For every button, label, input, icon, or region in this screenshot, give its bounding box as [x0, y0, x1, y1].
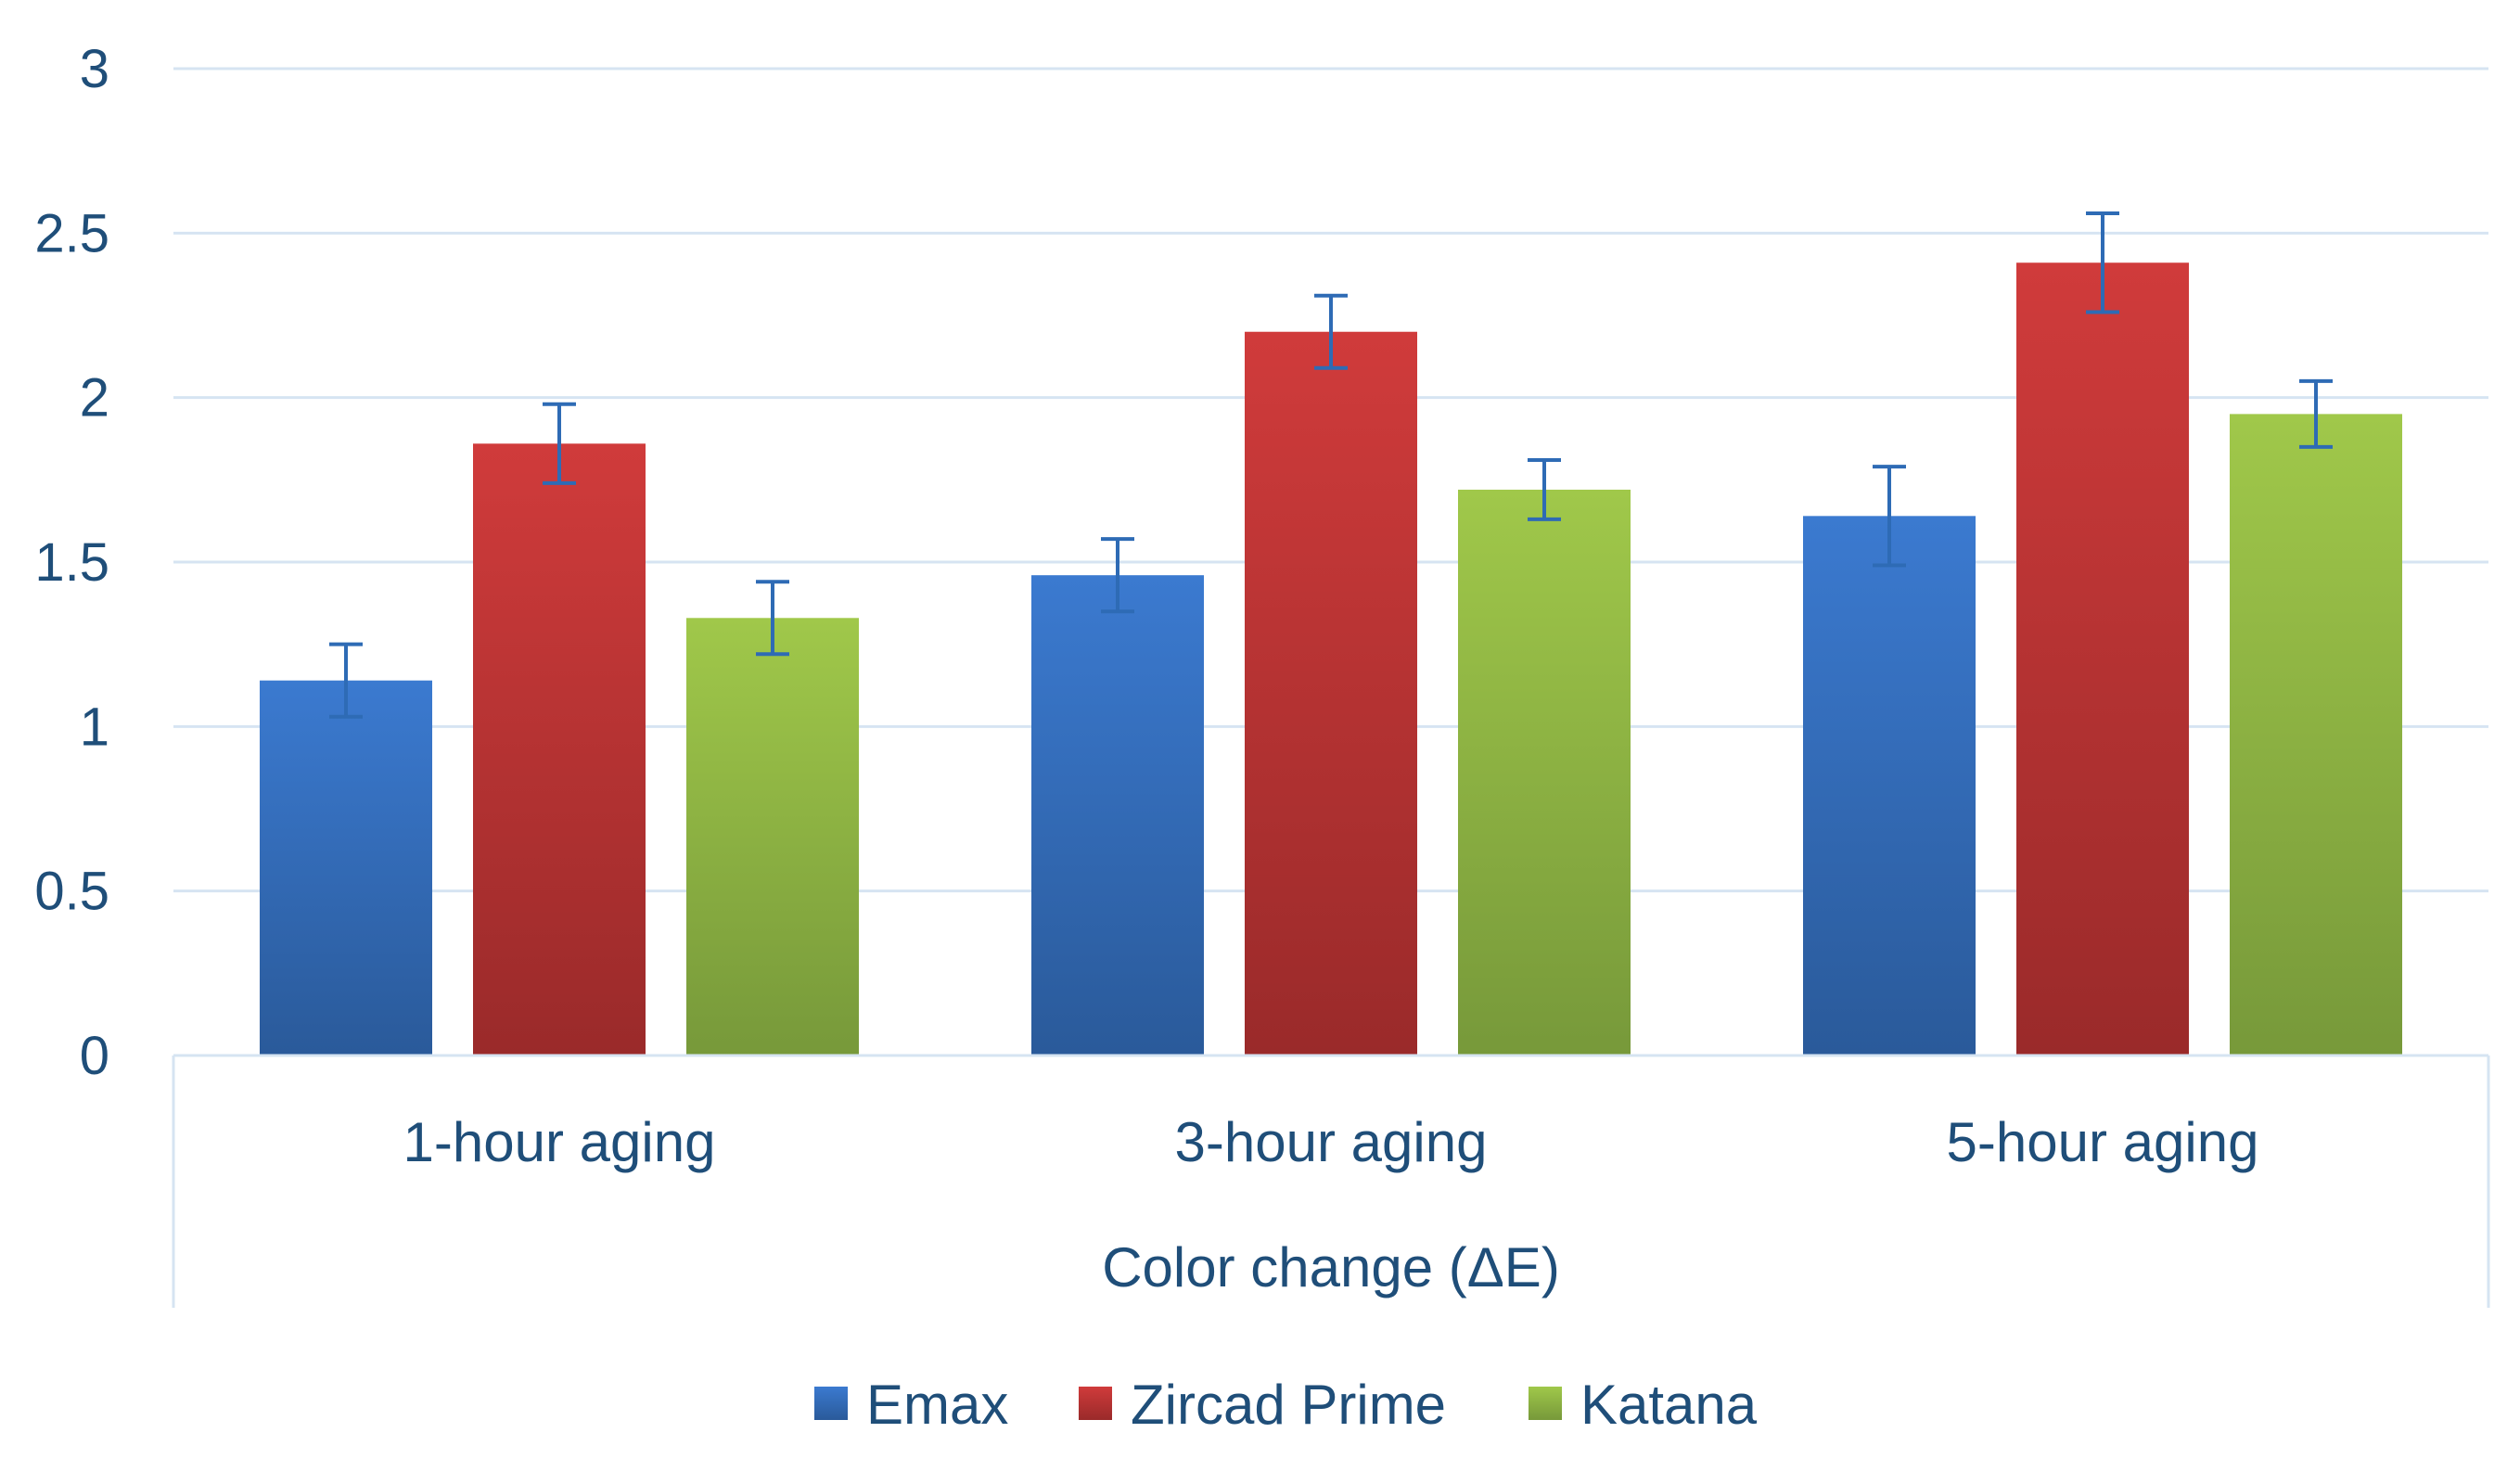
- y-tick-label: 0: [80, 1026, 109, 1086]
- x-axis-title: Color change (ΔE): [1102, 1236, 1560, 1298]
- bar-emax: [260, 680, 432, 1055]
- error-bar: [2086, 211, 2119, 314]
- y-tick-label: 0.5: [34, 862, 109, 922]
- category-label: 1-hour aging: [403, 1111, 716, 1173]
- error-bar: [1873, 465, 1906, 568]
- legend-label: Katana: [1580, 1374, 1758, 1436]
- category-label: 3-hour aging: [1175, 1111, 1488, 1173]
- legend-swatch: [1079, 1387, 1112, 1420]
- y-tick-label: 1.5: [34, 532, 109, 593]
- bar-zircad-prime: [473, 443, 646, 1055]
- error-bars: [329, 211, 2333, 719]
- bar-katana: [1458, 489, 1631, 1055]
- y-tick-label: 1: [80, 697, 109, 757]
- error-bar: [1101, 537, 1134, 614]
- error-bar: [1314, 293, 1348, 370]
- bar-katana: [686, 618, 859, 1055]
- error-bar: [1528, 458, 1561, 521]
- bar-emax: [1031, 575, 1204, 1055]
- legend-item: Katana: [1529, 1374, 1758, 1436]
- error-bar: [329, 642, 363, 719]
- y-tick-label: 2.5: [34, 203, 109, 263]
- error-bar: [756, 580, 789, 657]
- legend-label: Zircad Prime: [1131, 1374, 1446, 1436]
- category-label: 5-hour aging: [1947, 1111, 2259, 1173]
- legend-label: Emax: [866, 1374, 1008, 1436]
- bar-zircad-prime: [2016, 262, 2189, 1056]
- category-labels: 1-hour aging 3-hour aging 5-hour aging: [403, 1111, 2259, 1173]
- bar-emax: [1803, 516, 1976, 1055]
- bars: [260, 262, 2402, 1056]
- legend: Emax Zircad Prime Katana: [814, 1374, 1758, 1436]
- legend-swatch: [1529, 1387, 1562, 1420]
- legend-item: Zircad Prime: [1079, 1374, 1446, 1436]
- x-axis: [172, 1054, 2490, 1308]
- legend-item: Emax: [814, 1374, 1008, 1436]
- y-tick-label: 3: [80, 39, 109, 99]
- bar-zircad-prime: [1245, 331, 1417, 1055]
- bar-katana: [2230, 414, 2402, 1055]
- y-tick-label: 2: [80, 368, 109, 429]
- error-bar: [2299, 378, 2333, 449]
- error-bar: [543, 402, 576, 485]
- legend-swatch: [814, 1387, 848, 1420]
- y-axis-ticks: 0 0.5 1 1.5 2 2.5 3: [34, 39, 109, 1086]
